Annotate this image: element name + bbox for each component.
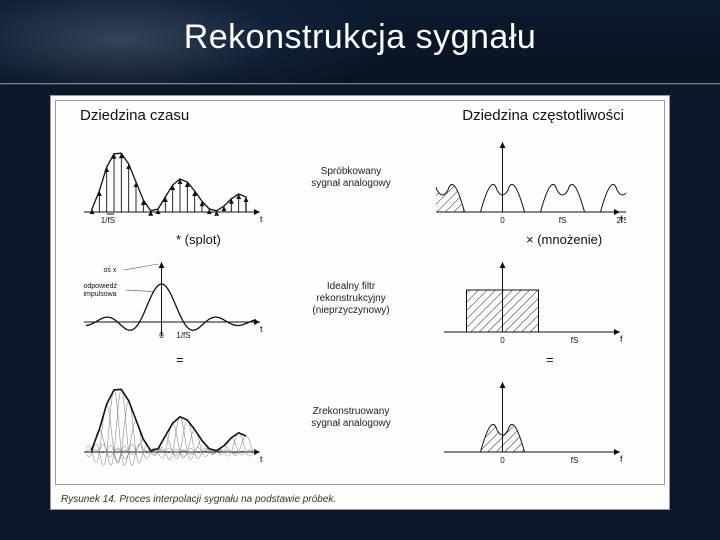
panel-time-sampled: t 1/fS bbox=[76, 136, 266, 226]
panel-freq-reconstructed: f0fS2fS bbox=[436, 376, 626, 466]
svg-text:1/fS: 1/fS bbox=[176, 331, 190, 340]
figure-container: Dziedzina czasu Dziedzina częstotliwości… bbox=[50, 95, 670, 510]
column-header-time: Dziedzina czasu bbox=[80, 107, 189, 124]
row-label-filter: Idealny filtrrekonstrukcyjny(nieprzyczyn… bbox=[296, 281, 406, 317]
svg-text:1/fS: 1/fS bbox=[101, 216, 115, 225]
operator-multiply: × (mnożenie) bbox=[526, 232, 602, 247]
panel-time-sinc: t 0 1/fS oś x odpowiedźimpulsowa bbox=[76, 256, 266, 346]
panel-freq-sampled: f0fS2fS bbox=[436, 136, 626, 226]
figure-inner-frame: Dziedzina czasu Dziedzina częstotliwości… bbox=[55, 100, 665, 485]
svg-text:f: f bbox=[620, 334, 623, 344]
svg-text:fS: fS bbox=[571, 456, 579, 465]
svg-text:fS: fS bbox=[559, 216, 567, 225]
panel-freq-rect: f0fS2fS bbox=[436, 256, 626, 346]
column-header-freq: Dziedzina częstotliwości bbox=[462, 107, 624, 124]
svg-text:impulsowa: impulsowa bbox=[84, 291, 117, 298]
svg-text:0: 0 bbox=[500, 216, 505, 225]
row-label-reconstructed: Zrekonstruowanysygnał analogowy bbox=[296, 406, 406, 430]
svg-text:0: 0 bbox=[500, 336, 505, 345]
svg-text:0: 0 bbox=[159, 331, 164, 340]
figure-caption: Rysunek 14. Proces interpolacji sygnału … bbox=[61, 494, 659, 505]
equals-time: = bbox=[176, 352, 184, 367]
svg-text:odpowiedź: odpowiedź bbox=[84, 283, 118, 290]
equals-freq: = bbox=[546, 352, 554, 367]
svg-text:t: t bbox=[260, 214, 263, 224]
slide-title: Rekonstrukcja sygnału bbox=[0, 18, 720, 57]
svg-text:oś x: oś x bbox=[104, 267, 117, 274]
svg-text:2fS: 2fS bbox=[616, 216, 626, 225]
operator-convolution: * (splot) bbox=[176, 232, 221, 247]
row-label-sampled: Spróbkowanysygnał analogowy bbox=[296, 166, 406, 190]
panel-time-reconstructed: t bbox=[76, 376, 266, 466]
svg-text:fS: fS bbox=[571, 336, 579, 345]
svg-text:t: t bbox=[260, 454, 263, 464]
svg-text:f: f bbox=[620, 454, 623, 464]
svg-text:0: 0 bbox=[500, 456, 505, 465]
svg-text:t: t bbox=[260, 324, 263, 334]
